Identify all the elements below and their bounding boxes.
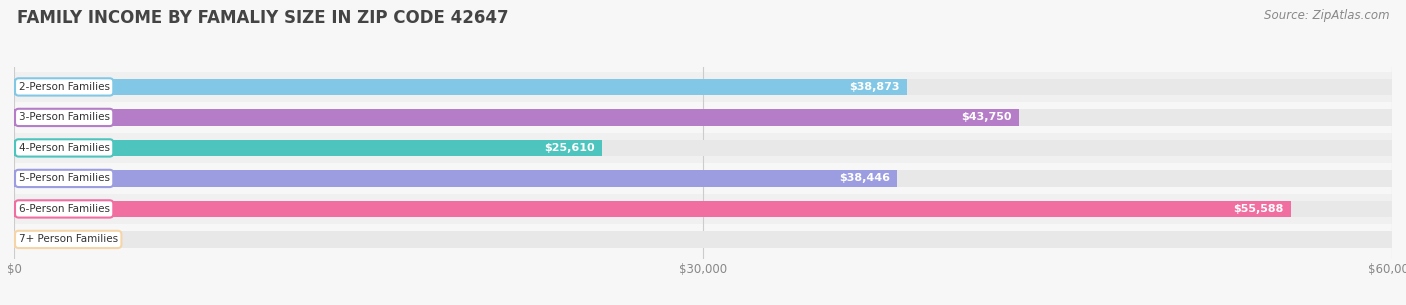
Bar xyxy=(14,201,1291,217)
Bar xyxy=(14,170,897,187)
Text: $25,610: $25,610 xyxy=(544,143,595,153)
Bar xyxy=(14,78,907,95)
Bar xyxy=(14,224,1392,255)
Text: $55,588: $55,588 xyxy=(1233,204,1284,214)
Bar xyxy=(14,170,1392,187)
Bar xyxy=(14,140,602,156)
Bar xyxy=(14,194,1392,224)
Text: 5-Person Families: 5-Person Families xyxy=(18,174,110,183)
Text: $0: $0 xyxy=(60,235,75,244)
Text: $38,446: $38,446 xyxy=(839,174,890,183)
Text: FAMILY INCOME BY FAMALIY SIZE IN ZIP CODE 42647: FAMILY INCOME BY FAMALIY SIZE IN ZIP COD… xyxy=(17,9,509,27)
Bar xyxy=(14,231,1392,248)
Bar xyxy=(14,231,48,248)
Text: Source: ZipAtlas.com: Source: ZipAtlas.com xyxy=(1264,9,1389,22)
Text: 3-Person Families: 3-Person Families xyxy=(18,113,110,122)
Text: 7+ Person Families: 7+ Person Families xyxy=(18,235,118,244)
Bar xyxy=(14,133,1392,163)
Bar xyxy=(14,109,1392,126)
Bar xyxy=(14,102,1392,133)
Text: 6-Person Families: 6-Person Families xyxy=(18,204,110,214)
Bar xyxy=(14,72,1392,102)
Bar xyxy=(14,140,1392,156)
Text: $43,750: $43,750 xyxy=(962,113,1012,122)
Bar xyxy=(14,109,1019,126)
Bar xyxy=(14,78,1392,95)
Bar xyxy=(14,201,1392,217)
Text: 4-Person Families: 4-Person Families xyxy=(18,143,110,153)
Bar xyxy=(14,163,1392,194)
Text: $38,873: $38,873 xyxy=(849,82,900,92)
Text: 2-Person Families: 2-Person Families xyxy=(18,82,110,92)
